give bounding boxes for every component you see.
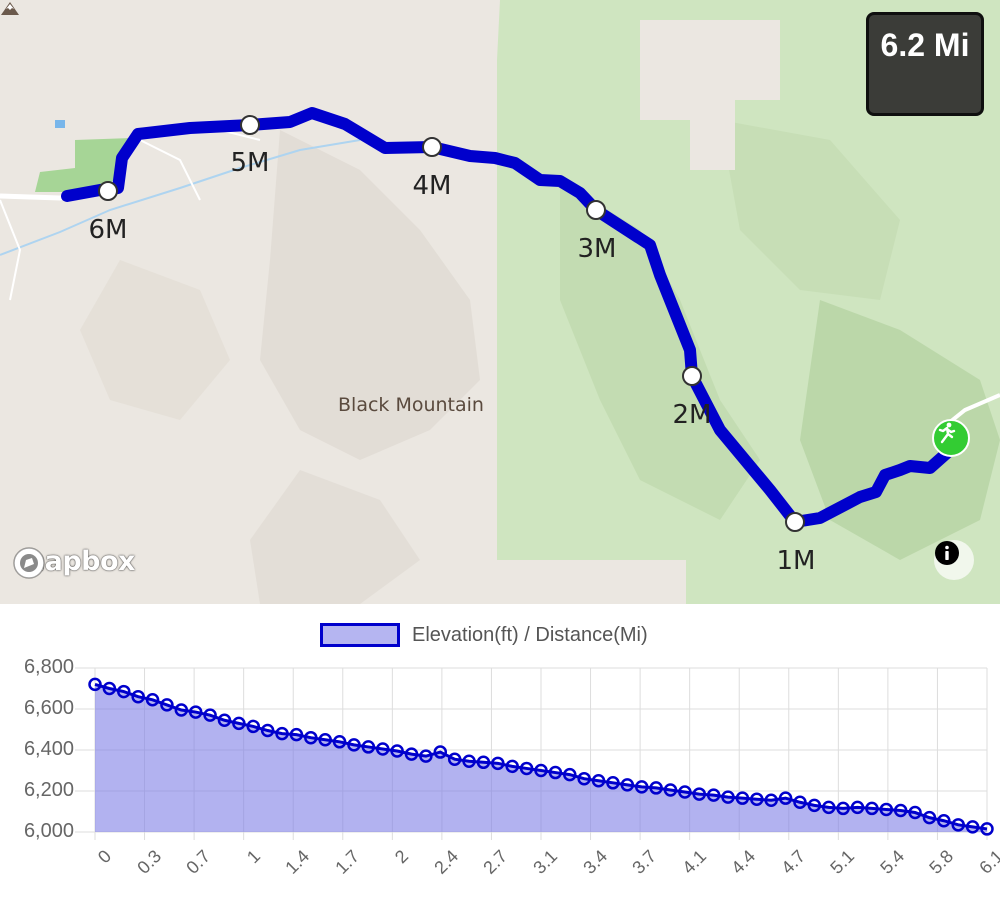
- elevation-point[interactable]: [879, 802, 894, 817]
- elevation-point[interactable]: [375, 742, 390, 756]
- elevation-point[interactable]: [821, 800, 836, 815]
- elevation-point[interactable]: [462, 754, 476, 769]
- elevation-point[interactable]: [188, 705, 203, 719]
- elevation-point[interactable]: [232, 716, 246, 731]
- elevation-point[interactable]: [534, 763, 548, 778]
- elevation-point[interactable]: [505, 759, 519, 774]
- map-terrain: [0, 0, 1000, 604]
- elevation-point[interactable]: [865, 801, 879, 816]
- mile-marker-2: [682, 366, 702, 386]
- elevation-point[interactable]: [764, 793, 778, 807]
- runner-icon: [938, 422, 956, 444]
- info-icon: [935, 541, 959, 565]
- legend-swatch: [320, 623, 400, 647]
- elevation-point[interactable]: [260, 723, 275, 738]
- elevation-point[interactable]: [606, 776, 620, 790]
- elevation-point[interactable]: [620, 778, 635, 792]
- elevation-chart: [0, 604, 1000, 906]
- y-tick-label: 6,800: [23, 656, 74, 678]
- elevation-point[interactable]: [102, 681, 117, 696]
- elevation-point[interactable]: [519, 761, 534, 776]
- elevation-point[interactable]: [980, 822, 994, 836]
- elevation-point[interactable]: [332, 735, 347, 749]
- elevation-point[interactable]: [634, 780, 649, 794]
- elevation-point[interactable]: [663, 783, 678, 797]
- elevation-point[interactable]: [304, 730, 318, 745]
- elevation-point[interactable]: [951, 818, 965, 832]
- y-tick-label: 6,600: [23, 697, 74, 719]
- elevation-point[interactable]: [778, 791, 793, 805]
- elevation-point[interactable]: [217, 713, 232, 728]
- elevation-point[interactable]: [361, 740, 376, 754]
- elevation-point[interactable]: [750, 792, 764, 806]
- elevation-point[interactable]: [174, 703, 189, 717]
- elevation-point[interactable]: [807, 798, 822, 813]
- route-line: [61, 107, 954, 528]
- y-tick-label: 6,200: [23, 779, 74, 801]
- elevation-point[interactable]: [318, 733, 332, 747]
- elevation-point[interactable]: [692, 787, 707, 801]
- elevation-point[interactable]: [433, 745, 448, 759]
- elevation-point[interactable]: [649, 781, 663, 795]
- peak-label: Black Mountain: [338, 394, 484, 416]
- elevation-point[interactable]: [491, 756, 505, 771]
- legend-label: Elevation(ft) / Distance(Mi): [412, 623, 648, 646]
- elevation-point[interactable]: [577, 771, 591, 786]
- elevation-point[interactable]: [289, 727, 304, 742]
- elevation-point[interactable]: [908, 805, 922, 820]
- mile-marker-5: [240, 115, 260, 135]
- elevation-point[interactable]: [117, 684, 131, 699]
- elevation-point[interactable]: [404, 747, 419, 761]
- elevation-point[interactable]: [965, 820, 980, 834]
- distance-badge: 6.2 Mi: [866, 12, 984, 116]
- y-tick-label: 6,000: [23, 820, 74, 842]
- elevation-point[interactable]: [850, 800, 865, 815]
- elevation-point[interactable]: [563, 767, 577, 782]
- elevation-point[interactable]: [131, 689, 145, 704]
- chart-legend[interactable]: Elevation(ft) / Distance(Mi): [320, 623, 648, 647]
- elevation-point[interactable]: [937, 813, 951, 828]
- elevation-point[interactable]: [721, 790, 735, 804]
- elevation-point[interactable]: [419, 749, 433, 763]
- mile-marker-4: [422, 137, 442, 157]
- mapbox-logo[interactable]: mapbox: [12, 546, 135, 579]
- elevation-point[interactable]: [706, 788, 721, 802]
- y-tick-label: 6,400: [23, 738, 74, 760]
- mapbox-logo-icon: [13, 547, 45, 579]
- info-button[interactable]: [934, 540, 974, 580]
- elevation-point[interactable]: [246, 719, 261, 734]
- elevation-point[interactable]: [145, 693, 160, 707]
- elevation-point[interactable]: [347, 738, 361, 752]
- elevation-point[interactable]: [447, 752, 462, 766]
- elevation-point[interactable]: [678, 785, 692, 799]
- route-map[interactable]: 1M 2M 3M 4M 5M 6M Black Mountain 6.2 Mi …: [0, 0, 1000, 604]
- mountain-peak-icon: [1, 2, 19, 15]
- elevation-point[interactable]: [591, 774, 606, 788]
- elevation-point[interactable]: [735, 791, 750, 805]
- mile-label-2: 2M: [672, 400, 712, 430]
- mile-label-4: 4M: [412, 171, 452, 201]
- elevation-point[interactable]: [160, 698, 174, 712]
- mile-label-3: 3M: [577, 234, 617, 264]
- elevation-point[interactable]: [793, 795, 807, 810]
- elevation-point[interactable]: [548, 765, 563, 780]
- elevation-point[interactable]: [922, 810, 937, 825]
- elevation-area: [95, 684, 987, 832]
- mile-marker-1: [785, 512, 805, 532]
- mile-label-5: 5M: [230, 148, 270, 178]
- elevation-point[interactable]: [390, 744, 404, 758]
- mile-marker-6: [98, 181, 118, 201]
- mile-label-6: 6M: [88, 215, 128, 245]
- runner-start-marker[interactable]: [932, 419, 970, 457]
- elevation-chart-plot: [75, 667, 994, 840]
- elevation-point[interactable]: [203, 708, 217, 722]
- elevation-point[interactable]: [275, 726, 289, 741]
- elevation-point[interactable]: [88, 677, 102, 692]
- elevation-point[interactable]: [836, 801, 850, 816]
- mile-marker-3: [586, 200, 606, 220]
- mile-label-1: 1M: [776, 546, 816, 576]
- elevation-point[interactable]: [893, 803, 908, 818]
- elevation-point[interactable]: [476, 755, 491, 770]
